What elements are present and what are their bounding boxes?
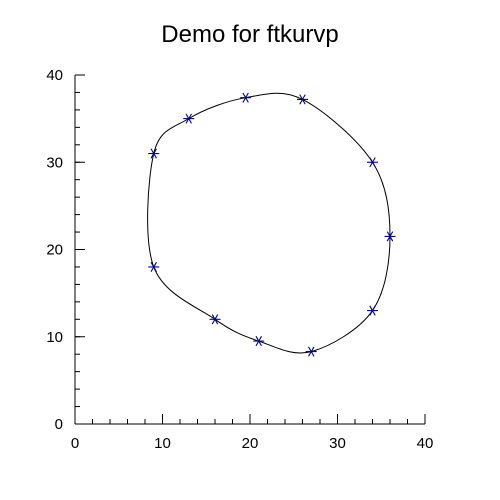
marker-stroke [150,148,157,159]
y-tick-label: 10 [46,329,63,346]
marker-layer [148,92,396,357]
data-point-marker [305,346,317,357]
data-point-marker [240,92,252,103]
data-point-marker [367,305,378,316]
y-tick-label: 30 [46,154,63,171]
y-tick-label: 0 [55,416,63,433]
data-point-marker [253,336,265,347]
data-point-marker [183,113,195,124]
fitted-curve [147,92,391,354]
axes: 0 10 20 30 40 0 10 20 30 40 [46,67,433,452]
data-point-marker [209,314,221,325]
curve-layer [147,92,391,354]
marker-stroke [185,113,192,124]
x-tick-label: 40 [417,435,434,452]
marker-stroke [255,336,262,347]
marker-stroke [150,261,157,273]
marker-stroke [369,157,376,168]
marker-stroke [211,314,219,325]
x-tick-label: 20 [242,435,259,452]
data-point-marker [384,231,396,242]
marker-stroke [308,346,315,357]
chart-title: Demo for ftkurvp [161,21,338,48]
marker-stroke [299,94,306,105]
data-point-marker [367,157,378,168]
y-tick-label: 40 [46,67,63,84]
marker-stroke [386,231,394,242]
y-tick-label: 20 [46,242,63,259]
x-tick-label: 10 [154,435,171,452]
data-point-marker [148,261,160,273]
data-point-marker [297,94,308,105]
x-tick-label: 30 [329,435,346,452]
marker-stroke [242,92,249,103]
x-tick-label: 0 [71,435,79,452]
marker-stroke [369,305,376,316]
data-point-marker [148,148,160,159]
